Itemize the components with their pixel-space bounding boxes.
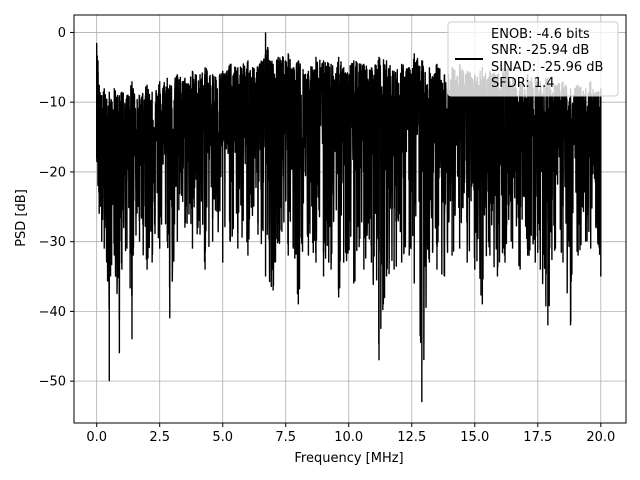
- y-tick-label: −30: [39, 235, 66, 250]
- legend-box: [447, 21, 619, 97]
- y-tick-label: 0: [58, 26, 66, 41]
- x-tick-label: 2.5: [149, 430, 170, 445]
- x-axis-label: Frequency [MHz]: [294, 451, 403, 466]
- plot-frame: [73, 14, 627, 424]
- x-tick-label: 17.5: [523, 430, 552, 445]
- x-tick-label: 0.0: [86, 430, 107, 445]
- y-axis-label: PSD [dB]: [14, 189, 29, 247]
- x-tick-label: 7.5: [275, 430, 296, 445]
- y-tick-label: −50: [39, 375, 66, 390]
- x-tick-label: 10.0: [334, 430, 363, 445]
- y-axis-ticks: 0 −10 −20 −30 −40 −50: [39, 26, 74, 390]
- legend: ENOB: -4.6 bits SNR: -25.94 dB SINAD: -2…: [447, 21, 619, 97]
- legend-snr: SNR: -25.94 dB: [491, 43, 589, 58]
- legend-sinad: SINAD: -25.96 dB: [491, 60, 603, 75]
- y-tick-label: −20: [39, 165, 66, 180]
- y-tick-label: −40: [39, 305, 66, 320]
- x-axis-ticks: 0.0 2.5 5.0 7.5 10.0 12.5 15.0 17.5 20.0: [86, 423, 615, 445]
- x-tick-label: 12.5: [397, 430, 426, 445]
- x-tick-label: 15.0: [460, 430, 489, 445]
- y-tick-label: −10: [39, 96, 66, 111]
- psd-trace: [95, 46, 602, 361]
- legend-enob: ENOB: -4.6 bits: [491, 27, 590, 42]
- x-tick-label: 5.0: [212, 430, 233, 445]
- legend-sfdr: SFDR: 1.4: [491, 76, 555, 91]
- x-tick-label: 20.0: [586, 430, 615, 445]
